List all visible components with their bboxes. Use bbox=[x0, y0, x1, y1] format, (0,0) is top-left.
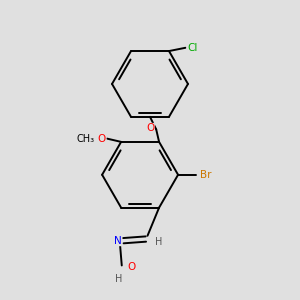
Text: N: N bbox=[114, 236, 121, 246]
Text: O: O bbox=[98, 134, 106, 144]
Text: H: H bbox=[155, 237, 163, 247]
Text: Br: Br bbox=[200, 170, 211, 180]
Text: CH₃: CH₃ bbox=[76, 134, 94, 144]
Text: O: O bbox=[146, 123, 154, 134]
Text: O: O bbox=[127, 262, 135, 272]
Text: H: H bbox=[115, 274, 122, 284]
Text: Cl: Cl bbox=[187, 43, 197, 53]
